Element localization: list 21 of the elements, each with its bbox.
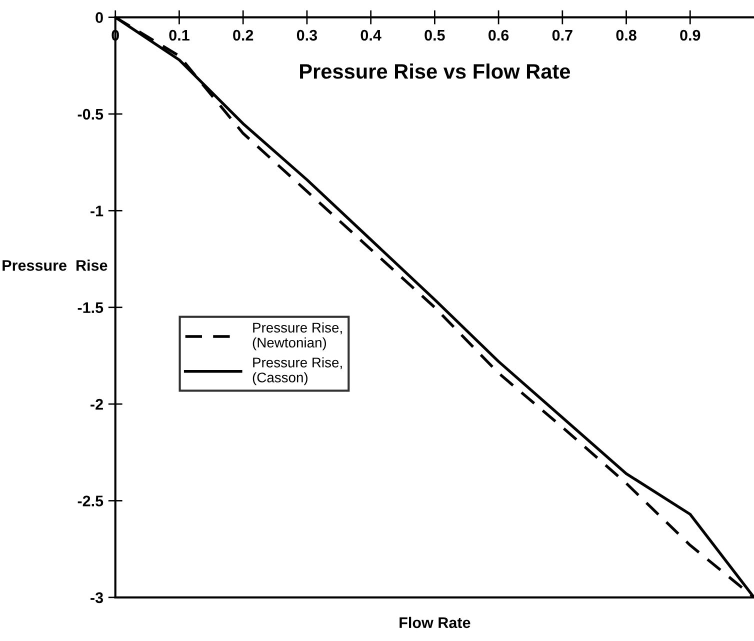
x-tick-label: 0.6 <box>488 30 509 41</box>
y-axis-title: Pressure Rise <box>2 260 108 271</box>
y-tick-label: -1 <box>90 206 104 216</box>
y-tick-label: 0 <box>96 12 103 23</box>
legend-label: Pressure Rise, (Casson) <box>252 357 342 386</box>
x-axis-title: Flow Rate <box>400 616 470 628</box>
x-tick-label: 0.4 <box>360 30 382 41</box>
x-tick-label: 0.7 <box>552 30 572 41</box>
x-tick-label: 0.1 <box>169 30 190 41</box>
text: Pressure Rise vs Flow Rate <box>300 63 570 79</box>
x-tick-label: 0.9 <box>680 30 700 41</box>
x-tick-label: 0.8 <box>616 30 636 41</box>
x-tick-label: 0.3 <box>296 30 318 41</box>
x-tick-label: 0.2 <box>233 30 254 41</box>
x-tick-label: 0.5 <box>424 30 445 41</box>
y-tick-label: -0.5 <box>78 108 104 120</box>
legend-label: Pressure Rise, (Newtonian) <box>252 322 342 350</box>
y-tick-label: -2.5 <box>78 496 104 506</box>
y-tick-label: -2 <box>90 398 103 410</box>
y-tick-label: -1.5 <box>78 302 104 314</box>
y-tick-label: -3 <box>90 592 104 604</box>
